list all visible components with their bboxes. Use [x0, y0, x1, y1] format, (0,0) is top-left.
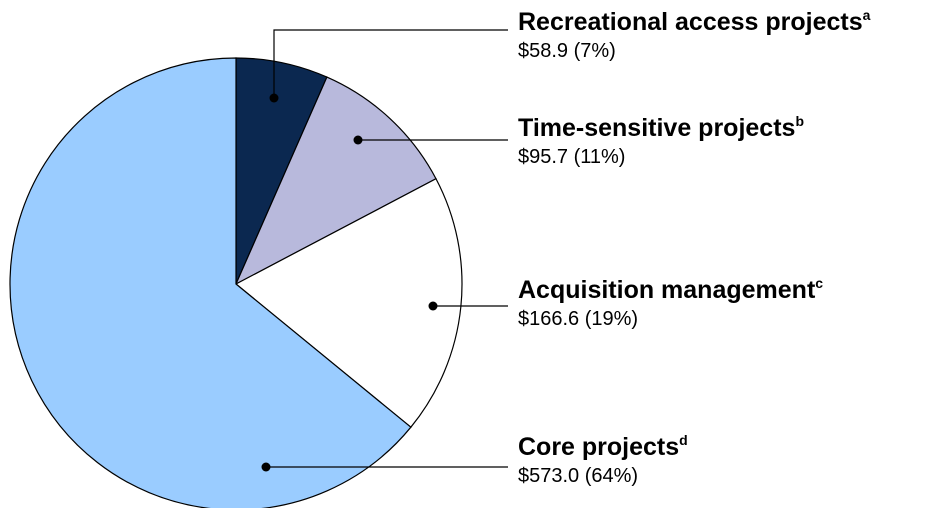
slice-label: Time-sensitive projectsb	[518, 113, 804, 142]
footnote-mark: c	[815, 275, 823, 291]
value-label: $95.7 (11%)	[518, 146, 625, 168]
leader-dot	[353, 135, 363, 145]
slice-name: Acquisition management	[518, 276, 816, 304]
leader-dot	[428, 301, 438, 311]
pie-slice	[234, 177, 463, 429]
pie-slice	[234, 76, 437, 286]
pie-slice	[9, 57, 412, 508]
slice-label: Core projectsd	[518, 432, 688, 461]
slice-label: Recreational access projectsa	[518, 7, 871, 36]
value-label: $166.6 (19%)	[518, 308, 638, 330]
slice-name: Core projects	[518, 433, 679, 461]
value-label: $573.0 (64%)	[518, 465, 638, 487]
footnote-mark: a	[863, 7, 871, 23]
leader-line	[273, 29, 508, 98]
slice-name: Recreational access projects	[518, 8, 863, 36]
footnote-mark: d	[679, 432, 688, 448]
leader-dot	[269, 93, 279, 103]
footnote-mark: b	[795, 113, 804, 129]
slice-name: Time-sensitive projects	[518, 114, 795, 142]
slice-label: Acquisition managementc	[518, 275, 823, 304]
leader-dot	[261, 462, 271, 472]
value-label: $58.9 (7%)	[518, 40, 616, 62]
